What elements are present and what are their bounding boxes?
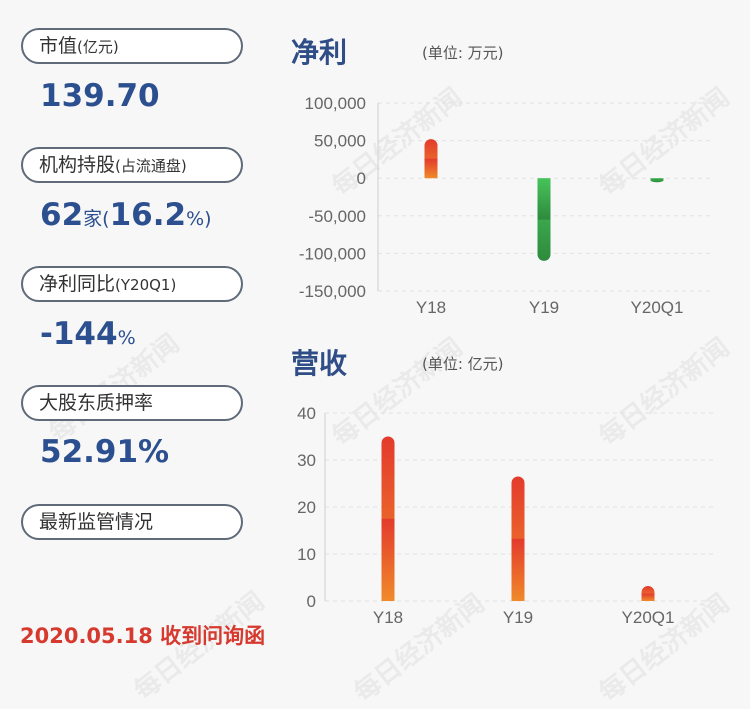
supervision-label-text: 最新监管情况 <box>39 511 154 533</box>
institutions-label-unit: (占流通盘) <box>115 157 187 175</box>
y-tick-label: -100,000 <box>299 244 366 263</box>
profit-yoy-label: 净利同比(Y20Q1) <box>21 266 243 302</box>
x-tick-label: Y18 <box>373 608 403 627</box>
x-tick-label: Y18 <box>416 298 446 317</box>
bar-base <box>511 538 525 601</box>
y-tick-label: -50,000 <box>308 207 366 226</box>
institutions-value: 62家(16.2%) <box>40 197 212 233</box>
market-cap-value: 139.70 <box>40 78 160 114</box>
institutions-label-text: 机构持股 <box>39 154 116 176</box>
revenue-chart-title: 营收 <box>291 347 348 380</box>
y-tick-label: 40 <box>297 404 316 423</box>
institutions-pct-unit: %) <box>186 208 212 230</box>
x-tick-label: Y20Q1 <box>631 298 684 317</box>
x-tick-label: Y19 <box>529 298 559 317</box>
institutions-label: 机构持股(占流通盘) <box>21 147 243 183</box>
bar-base <box>381 518 395 601</box>
charts-canvas: 100,000 50,000 0 -50,000 -100,000 -150,000 Y18… <box>297 94 713 627</box>
market-cap-label-unit: (亿元) <box>77 38 119 56</box>
pledge-label-text: 大股东质押率 <box>39 392 154 414</box>
market-cap-label-text: 市值 <box>39 35 78 57</box>
pledge-label: 大股东质押率 <box>21 385 243 421</box>
bar-base <box>424 158 438 179</box>
y-tick-label: 0 <box>307 592 316 611</box>
profit-yoy-number: -144 <box>40 316 118 352</box>
y-tick-label: 100,000 <box>305 94 366 113</box>
revenue-chart-unit: (单位: 亿元) <box>422 355 504 373</box>
bar-base <box>537 178 551 220</box>
y-tick-label: 10 <box>297 545 316 564</box>
profit-chart-unit: (单位: 万元) <box>422 44 504 62</box>
profit-yoy-value: -144% <box>40 316 136 352</box>
institutions-count: 62 <box>40 197 84 233</box>
bar-base <box>650 178 664 181</box>
y-tick-label: 20 <box>297 498 316 517</box>
bar-base <box>641 593 655 601</box>
institutions-pct: 16.2 <box>109 197 187 233</box>
profit-chart-title: 净利 <box>291 36 348 69</box>
profit-yoy-unit: % <box>117 327 136 349</box>
institutions-open-paren: ( <box>102 208 110 230</box>
y-tick-label: 30 <box>297 451 316 470</box>
y-tick-label: -150,000 <box>299 282 366 301</box>
inquiry-note: 2020.05.18 收到问询函 <box>20 624 266 648</box>
profit-yoy-label-unit: (Y20Q1) <box>115 276 177 294</box>
y-tick-label: 50,000 <box>314 132 366 151</box>
profit-chart: 100,000 50,000 0 -50,000 -100,000 -150,000 Y18… <box>299 94 713 317</box>
institutions-count-unit: 家 <box>83 208 103 230</box>
supervision-button[interactable]: 最新监管情况 <box>21 504 243 540</box>
market-cap-label: 市值(亿元) <box>21 28 243 64</box>
x-tick-label: Y19 <box>503 608 533 627</box>
profit-yoy-label-text: 净利同比 <box>39 273 116 295</box>
x-tick-label: Y20Q1 <box>622 608 675 627</box>
y-tick-label: 0 <box>357 169 366 188</box>
revenue-chart: 40 30 20 10 0 Y18 Y19 Y20Q1 <box>297 404 713 627</box>
pledge-value: 52.91% <box>40 434 170 470</box>
